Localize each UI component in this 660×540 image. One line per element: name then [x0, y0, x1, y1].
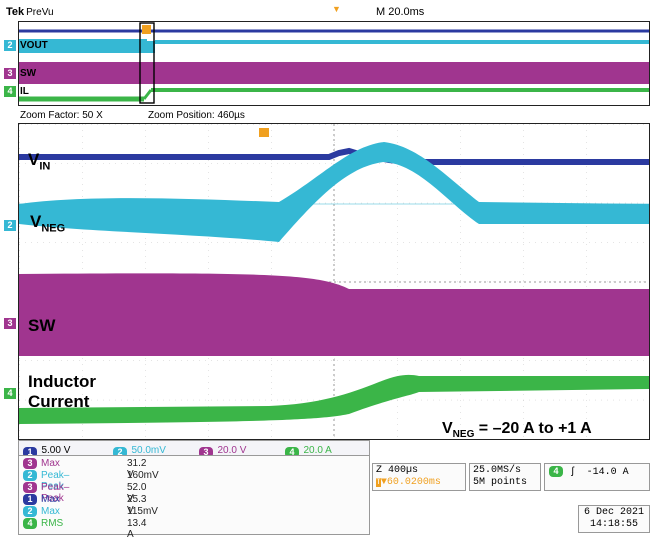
- sample-rate-readout: 25.0MS/s: [473, 465, 522, 476]
- inductor-current-trace: [19, 374, 649, 424]
- zoom-waveform-panel[interactable]: [18, 123, 650, 440]
- measurement-row: 4 RMS 13.4 A: [23, 518, 146, 540]
- ch1-badge: 1: [23, 447, 37, 458]
- vneg-trace: [19, 142, 649, 242]
- datetime-box: 6 Dec 2021 14:18:55: [578, 505, 650, 533]
- measurement-value: 25.3 V: [127, 494, 147, 516]
- measurement-label: Max: [41, 458, 60, 469]
- measurement-value: 31.2 V: [127, 458, 147, 480]
- measurement-value: 13.4 A: [127, 518, 147, 540]
- ch1-scale: 5.00 V: [41, 445, 71, 457]
- measurement-label: RMS: [41, 518, 64, 529]
- overview-vout-label: VOUT: [20, 40, 48, 51]
- trigger-source-badge: 4: [549, 466, 563, 477]
- overview-ch2-marker: 2: [4, 40, 16, 51]
- vneg-label-main: V: [30, 212, 42, 231]
- measurement-label: Peak–Peak: [41, 482, 70, 504]
- measurement-value: 52.0 V: [127, 482, 147, 504]
- zoom-time-box[interactable]: Z 400µs T▼60.0200ms: [372, 463, 466, 491]
- zoom-position-label: Zoom Position: 460µs: [148, 110, 245, 121]
- annotation-prefix: V: [442, 420, 453, 437]
- measurement-label: Max: [41, 494, 60, 505]
- vneg-label-sub: NEG: [41, 222, 66, 235]
- record-length-readout: 5M points: [473, 477, 528, 488]
- measurement-row: 1 Max 25.3 V: [23, 494, 146, 516]
- trigger-settings: 4 ʃ -14.0 A: [545, 464, 649, 480]
- time-readout: 14:18:55: [589, 519, 638, 530]
- ch3-setting[interactable]: 3 20.0 V: [199, 442, 252, 460]
- zoom-ch2-marker: 2: [4, 220, 16, 231]
- zoom-ch3-marker: 3: [4, 318, 16, 329]
- top-status-bar: Tek PreVu ▼ M 20.0ms: [0, 0, 660, 22]
- trigger-t-icon: T: [376, 478, 381, 487]
- overview-waveform-panel[interactable]: [18, 21, 650, 106]
- measurement-row: 2 Peak–Peak 160mV: [23, 470, 159, 492]
- zoom-window-box: [139, 22, 155, 104]
- measurement-ch-badge: 4: [23, 518, 37, 529]
- sample-rate-box[interactable]: 25.0MS/s 5M points: [469, 463, 541, 491]
- measurements-panel: 3 Max 31.2 V 2 Peak–Peak 160mV 3 Peak–Pe…: [18, 455, 370, 540]
- trigger-slope-icon: ʃ: [569, 467, 576, 478]
- ch3-scale: 20.0 V: [217, 445, 247, 457]
- measurement-ch-badge: 2: [23, 506, 37, 517]
- zoom-ch4-marker: 4: [4, 388, 16, 399]
- sw-trace: [19, 273, 649, 356]
- overview-ch4-marker: 4: [4, 86, 16, 97]
- timebase-readout: M 20.0ms: [376, 6, 425, 18]
- ch2-setting[interactable]: 2 50.0mV: [113, 442, 172, 460]
- zoom-time-readout: Z 400µs: [376, 465, 419, 476]
- ch4-scale: 20.0 A: [303, 445, 332, 457]
- acquisition-mode: PreVu: [26, 7, 54, 18]
- trigger-level: -14.0 A: [586, 467, 629, 478]
- ch1-setting[interactable]: 1 5.00 V: [23, 442, 76, 460]
- ch4-badge: 4: [285, 447, 299, 458]
- annotation-text: = –20 A to +1 A: [474, 420, 592, 437]
- vneg-label: VNEG: [30, 212, 65, 234]
- measurement-row: 2 Max 115mV: [23, 506, 158, 517]
- trigger-position-readout: T▼60.0200ms: [373, 477, 465, 488]
- measurement-row: 3 Peak–Peak 52.0 V: [23, 482, 146, 504]
- vin-label: VIN: [28, 150, 50, 172]
- overview-sw-trace: [19, 62, 649, 84]
- zoom-factor-label: Zoom Factor: 50 X: [20, 110, 103, 121]
- measurement-ch-badge: 3: [23, 458, 37, 469]
- ch3-marker-label: 3: [4, 68, 16, 79]
- channel-settings-row: 1 5.00 V 2 50.0mV 3 20.0 V 4 20.0 A: [18, 440, 370, 458]
- inductor-label-line1: Inductor: [28, 372, 96, 391]
- brand-name: Tek: [6, 6, 25, 18]
- overview-il-trace: [19, 88, 649, 102]
- measurement-value: 115mV: [127, 506, 158, 517]
- brand-label: Tek PreVu: [6, 6, 54, 18]
- trigger-position-value: ▼60.0200ms: [380, 477, 441, 488]
- ch4-setting[interactable]: 4 20.0 A: [285, 442, 338, 460]
- vin-label-sub: IN: [39, 160, 51, 173]
- vneg-current-annotation: VNEG = –20 A to +1 A: [442, 420, 592, 440]
- overview-vout-trace: [19, 39, 649, 53]
- ch2-badge: 2: [113, 447, 127, 458]
- measurement-ch-badge: 3: [23, 482, 37, 493]
- measurement-value: 160mV: [127, 470, 159, 481]
- ch4-marker-label: 4: [4, 86, 16, 97]
- ch3-badge: 3: [199, 447, 213, 458]
- inductor-label-line2: Current: [28, 392, 90, 411]
- date-readout: 6 Dec 2021: [583, 507, 644, 518]
- measurement-row: 3 Max 31.2 V: [23, 458, 146, 480]
- overview-il-label: IL: [20, 86, 29, 97]
- annotation-sub: NEG: [452, 429, 475, 441]
- trigger-box[interactable]: 4 ʃ -14.0 A: [544, 463, 650, 491]
- measurement-ch-badge: 1: [23, 494, 37, 505]
- vin-label-main: V: [28, 150, 40, 169]
- measurement-label: Max: [41, 506, 60, 517]
- ch2-scale: 50.0mV: [131, 445, 166, 457]
- sw-label: SW: [28, 316, 56, 335]
- overview-sw-label: SW: [20, 68, 37, 79]
- overview-trigger-icon: [142, 25, 151, 34]
- ch2-marker-label: 2: [4, 40, 16, 51]
- measurement-ch-badge: 2: [23, 470, 37, 481]
- overview-ch3-marker: 3: [4, 68, 16, 79]
- measurement-label: Peak–Peak: [41, 470, 70, 492]
- zoom-trigger-icon: [259, 128, 269, 137]
- trigger-position-icon: ▼: [332, 4, 341, 14]
